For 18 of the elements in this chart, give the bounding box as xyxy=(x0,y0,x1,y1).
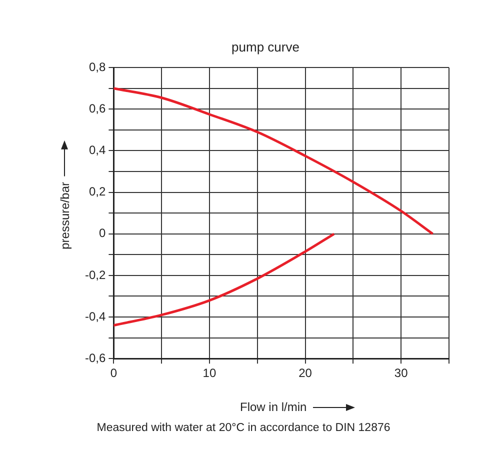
x-tick-label: 30 xyxy=(394,366,408,380)
y-tick-label: 0,2 xyxy=(88,184,106,199)
y-tick-label: 0,4 xyxy=(88,143,106,158)
y-tick-label: 0 xyxy=(98,226,106,240)
line-series xyxy=(114,87,434,236)
x-tick-label: 20 xyxy=(298,366,312,380)
text: Measured with water at 20°C in accordance to DIN 12876 xyxy=(96,422,392,434)
y-axis-title: pressure/bar xyxy=(58,182,72,250)
y-tick-label: 0,8 xyxy=(88,60,106,74)
x-tick-label: 0 xyxy=(110,366,118,380)
y-tick-label: -0,6 xyxy=(84,350,106,365)
x-tick-label: 10 xyxy=(202,366,216,380)
x-axis-title: Flow in l/min xyxy=(240,400,307,414)
y-tick-label: -0,4 xyxy=(84,309,106,324)
line-series xyxy=(114,232,336,327)
y-tick-label: 0,6 xyxy=(88,101,106,116)
y-tick-label: -0,2 xyxy=(84,268,106,282)
chart-title: pump curve xyxy=(232,39,300,54)
